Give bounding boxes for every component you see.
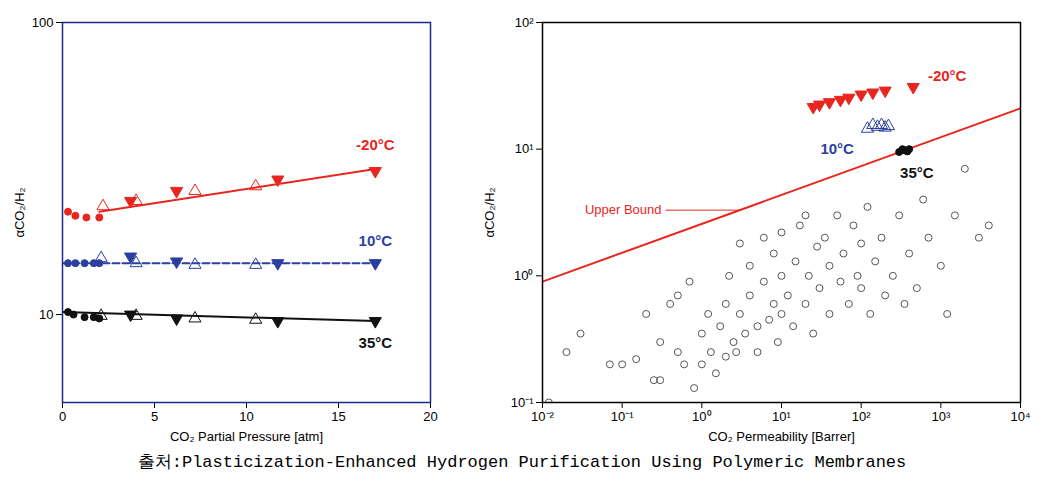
- svg-text:10°C: 10°C: [359, 232, 393, 249]
- svg-text:35°C: 35°C: [900, 164, 934, 181]
- svg-text:10⁰: 10⁰: [514, 268, 533, 283]
- svg-text:10⁻²: 10⁻²: [531, 409, 554, 424]
- svg-text:10¹: 10¹: [772, 409, 791, 424]
- svg-text:CO₂ Partial Pressure [atm]: CO₂ Partial Pressure [atm]: [170, 429, 323, 444]
- svg-text:Upper Bound: Upper Bound: [585, 202, 662, 217]
- svg-text:10⁰: 10⁰: [692, 409, 711, 424]
- svg-text:10: 10: [239, 409, 253, 424]
- svg-text:10⁻¹: 10⁻¹: [511, 395, 534, 410]
- svg-text:0: 0: [59, 409, 66, 424]
- svg-text:5: 5: [151, 409, 158, 424]
- svg-text:10⁻¹: 10⁻¹: [611, 409, 634, 424]
- svg-text:10²: 10²: [515, 15, 534, 30]
- svg-text:-20°C: -20°C: [356, 136, 395, 153]
- svg-text:10²: 10²: [852, 409, 871, 424]
- svg-text:αCO₂/H₂: αCO₂/H₂: [12, 187, 27, 237]
- svg-text:CO₂ Permeability [Barrer]: CO₂ Permeability [Barrer]: [708, 429, 855, 444]
- svg-text:10°C: 10°C: [820, 140, 854, 157]
- svg-text:10¹: 10¹: [515, 141, 534, 156]
- svg-text:-20°C: -20°C: [928, 67, 967, 84]
- svg-text:10³: 10³: [931, 409, 950, 424]
- svg-text:15: 15: [331, 409, 345, 424]
- html-text:출처:Plasticization-Enhanced Hyd: 출처:Plasticization-Enhanced Hydrogen Puri…: [137, 453, 907, 472]
- svg-text:10⁴: 10⁴: [1010, 409, 1030, 424]
- svg-text:10: 10: [39, 307, 53, 322]
- svg-text:αCO₂/H₂: αCO₂/H₂: [482, 187, 497, 237]
- svg-text:100: 100: [32, 15, 54, 30]
- svg-text:35°C: 35°C: [359, 334, 393, 351]
- svg-text:20: 20: [423, 409, 437, 424]
